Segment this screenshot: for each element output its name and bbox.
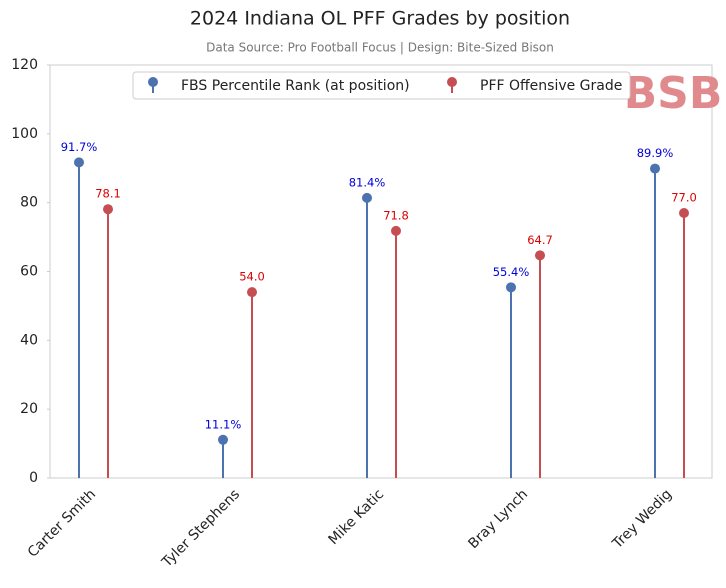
legend-label: FBS Percentile Rank (at position) <box>181 78 410 94</box>
x-tick-label: Tyler Stephens <box>158 486 243 571</box>
y-tick-label: 40 <box>20 332 38 348</box>
marker <box>74 157 84 168</box>
legend-frame <box>132 71 631 100</box>
value-label: 55.4% <box>493 265 530 279</box>
y-tick-label: 120 <box>11 57 38 73</box>
chart-title: 2024 Indiana OL PFF Grades by position <box>190 8 570 30</box>
y-tick-label: 20 <box>20 401 38 417</box>
plot-frame <box>49 64 713 479</box>
logo: BSB <box>624 68 723 119</box>
value-label: 71.8 <box>383 208 409 222</box>
value-label: 77.0 <box>671 190 697 204</box>
y-tick-label: 80 <box>20 195 38 211</box>
value-label: 11.1% <box>205 417 242 431</box>
x-tick-label: Carter Smith <box>25 486 99 560</box>
value-label: 64.7 <box>527 233 553 247</box>
y-tick-label: 0 <box>29 470 38 486</box>
value-label: 54.0 <box>239 270 265 284</box>
legend-marker <box>148 77 158 87</box>
marker <box>247 287 257 298</box>
marker <box>650 163 660 174</box>
value-label: 91.7% <box>61 140 98 154</box>
marker <box>391 225 401 236</box>
legend: FBS Percentile Rank (at position) PFF Off… <box>132 71 631 100</box>
marker <box>535 250 545 261</box>
value-label: 81.4% <box>349 175 386 189</box>
y-tick-label: 100 <box>11 126 38 142</box>
value-label: 78.1 <box>95 187 121 201</box>
marker <box>679 207 689 218</box>
marker <box>506 282 516 293</box>
value-label: 89.9% <box>637 146 674 160</box>
legend-label: PFF Offensive Grade <box>480 78 622 94</box>
marker <box>103 204 113 215</box>
x-tick-label: Bray Lynch <box>465 486 531 552</box>
marker <box>362 192 372 203</box>
y-tick-label: 60 <box>20 264 38 280</box>
legend-marker <box>447 77 457 87</box>
chart-subtitle: Data Source: Pro Football Focus | Design… <box>206 41 554 55</box>
marker <box>218 434 228 445</box>
x-tick-label: Mike Katic <box>325 486 387 548</box>
x-tick-label: Trey Wedig <box>609 486 675 552</box>
